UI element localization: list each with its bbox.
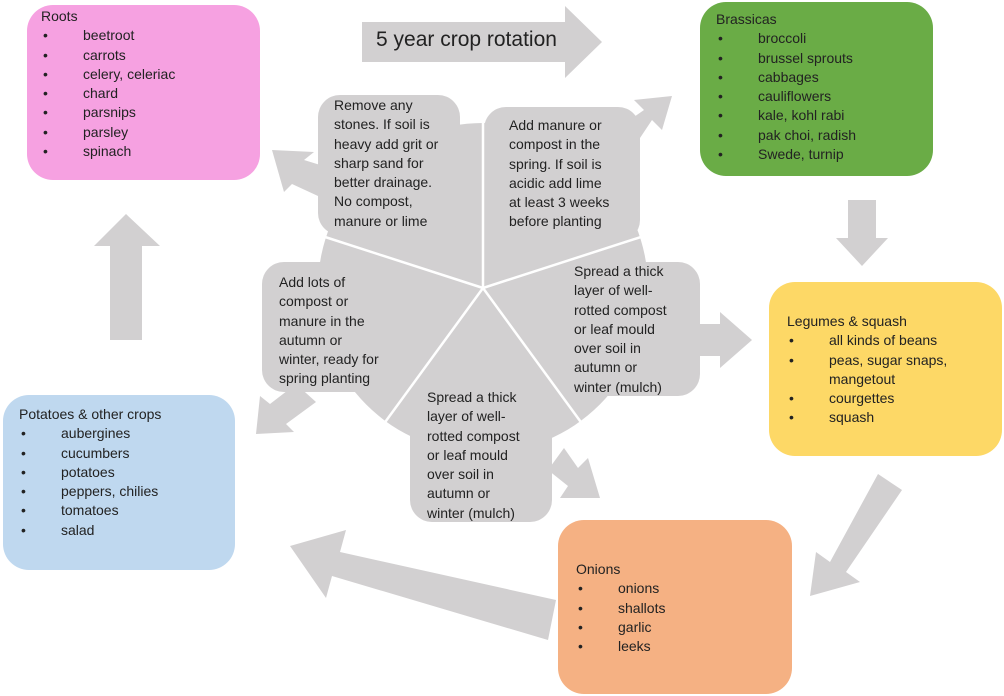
note-line: winter (mulch) (427, 504, 515, 521)
roots-heading: Roots (41, 8, 78, 24)
legumes-list: all kinds of beans peas, sugar snaps, ma… (787, 331, 988, 428)
list-item: kale, kohl rabi (716, 106, 919, 126)
brassicas-list: broccoli brussel sprouts cabbages caulif… (716, 29, 919, 164)
list-item: cabbages (716, 68, 919, 88)
note-line: layer of well- (427, 408, 506, 425)
list-item: shallots (576, 599, 778, 619)
pie-dividers (321, 118, 645, 426)
arrow-potatoes-to-roots (94, 214, 160, 340)
list-item: potatoes (19, 463, 221, 483)
list-item: tomatoes (19, 501, 221, 521)
note-line: No compost, (334, 193, 413, 210)
note-line: autumn or (574, 359, 638, 376)
list-item: Swede, turnip (716, 145, 919, 165)
note-line: autumn or (427, 485, 491, 502)
note-line: manure in the (279, 312, 365, 329)
roots-list: beetroot carrots celery, celeriac chard … (41, 26, 246, 161)
note-line: heavy add grit or (334, 135, 439, 152)
arrow-note-potatoes (256, 384, 316, 434)
title-arrow (362, 6, 602, 78)
arrow-note-legumes (700, 312, 752, 368)
list-item: parsnips (41, 103, 246, 123)
note-roots: Remove any stones. If soil is heavy add … (334, 96, 438, 231)
roots-box: Roots beetroot carrots celery, celeriac … (27, 5, 260, 180)
note-line: stones. If soil is (334, 116, 430, 133)
note-line: spring. If soil is (509, 155, 602, 172)
list-item: peppers, chilies (19, 482, 221, 502)
note-potatoes: Add lots of compost or manure in the aut… (279, 273, 379, 389)
arrow-note-roots (272, 150, 330, 196)
list-item: broccoli (716, 29, 919, 49)
list-item: brussel sprouts (716, 49, 919, 69)
list-item: cucumbers (19, 444, 221, 464)
note-line: before planting (509, 213, 602, 230)
list-item: salad (19, 521, 221, 541)
list-item: cauliflowers (716, 87, 919, 107)
list-item: onions (576, 579, 778, 599)
brassicas-box: Brassicas broccoli brussel sprouts cabba… (700, 2, 933, 176)
note-line: Spread a thick (574, 263, 664, 279)
potatoes-heading: Potatoes & other crops (19, 406, 162, 422)
note-line: autumn or (279, 331, 343, 348)
arrow-onions-to-potatoes (290, 530, 556, 640)
list-item: garlic (576, 618, 778, 638)
list-item: carrots (41, 46, 246, 66)
note-line: compost or (279, 293, 349, 310)
note-line: Spread a thick (427, 389, 517, 405)
arrow-brassicas-to-legumes (836, 200, 888, 266)
list-item: aubergines (19, 424, 221, 444)
arrow-note-onions (548, 448, 600, 498)
list-item: chard (41, 84, 246, 104)
list-item: celery, celeriac (41, 65, 246, 85)
note-line: rotted compost (574, 301, 667, 318)
note-brassicas: Add manure or compost in the spring. If … (509, 116, 609, 232)
onions-heading: Onions (576, 561, 621, 577)
note-line: winter, ready for (279, 351, 379, 368)
onions-box: Onions onions shallots garlic leeks (558, 520, 792, 694)
note-line: sharp sand for (334, 154, 424, 171)
list-item: parsley (41, 123, 246, 143)
note-line: winter (mulch) (574, 378, 662, 395)
note-line: compost in the (509, 136, 601, 153)
note-line: layer of well- (574, 282, 653, 299)
note-line: spring planting (279, 370, 371, 387)
note-line: Add lots of (279, 274, 346, 290)
legumes-box: Legumes & squash all kinds of beans peas… (769, 282, 1002, 456)
legumes-heading: Legumes & squash (787, 313, 907, 329)
note-line: Add manure or (509, 117, 602, 133)
potatoes-box: Potatoes & other crops aubergines cucumb… (3, 395, 235, 570)
note-line: or leaf mould (427, 446, 508, 463)
list-item: courgettes (787, 389, 988, 409)
diagram-title: 5 year crop rotation (376, 28, 557, 51)
note-line: or leaf mould (574, 320, 655, 337)
onions-list: onions shallots garlic leeks (576, 579, 778, 656)
note-line: acidic add lime (509, 174, 602, 191)
list-item: peas, sugar snaps, mangetout (787, 351, 988, 390)
brassicas-heading: Brassicas (716, 11, 777, 27)
list-item: leeks (576, 637, 778, 657)
note-line: manure or lime (334, 212, 428, 229)
arrow-note-brassicas (618, 96, 672, 150)
note-line: at least 3 weeks (509, 194, 610, 211)
list-item: all kinds of beans (787, 331, 988, 351)
note-line: better drainage. (334, 174, 433, 191)
note-line: over soil in (427, 466, 494, 483)
list-item: beetroot (41, 26, 246, 46)
note-onions: Spread a thick layer of well- rotted com… (427, 388, 520, 523)
note-line: Remove any (334, 97, 413, 113)
note-line: over soil in (574, 340, 641, 357)
note-line: rotted compost (427, 427, 520, 444)
list-item: squash (787, 408, 988, 428)
potatoes-list: aubergines cucumbers potatoes peppers, c… (19, 424, 221, 540)
list-item: spinach (41, 142, 246, 162)
list-item: pak choi, radish (716, 126, 919, 146)
arrow-legumes-to-onions (810, 474, 902, 596)
note-legumes: Spread a thick layer of well- rotted com… (574, 262, 667, 397)
